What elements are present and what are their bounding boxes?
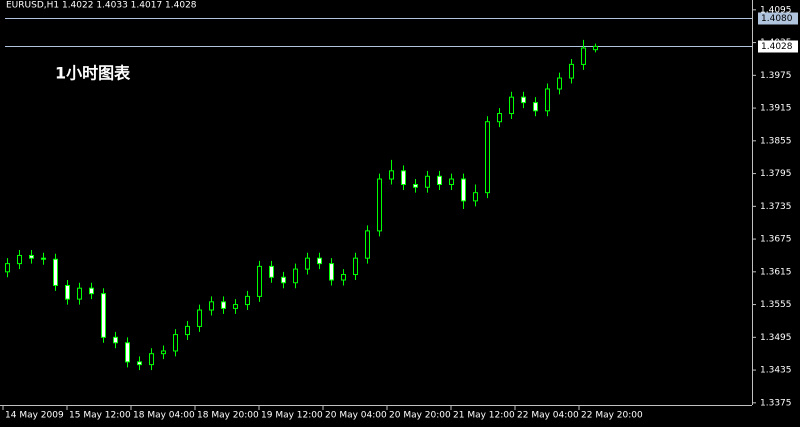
candle-body [125, 342, 130, 363]
candle-body [413, 183, 418, 188]
y-tick-label: 1.3615 [760, 267, 792, 277]
candle-body [113, 336, 118, 344]
y-tick-label: 1.3495 [760, 333, 792, 343]
candle-body [341, 274, 346, 281]
candle-body [329, 263, 334, 281]
price-label: 1.4080 [761, 14, 793, 24]
price-label-box [758, 40, 798, 53]
candle-body [17, 254, 22, 265]
candle-body [29, 254, 34, 259]
y-tick-label: 1.3675 [760, 235, 792, 245]
candle-body [89, 287, 94, 295]
candle-body [545, 88, 550, 112]
candle-body [149, 353, 154, 366]
candle-body [485, 121, 490, 194]
y-tick-label: 1.3735 [760, 202, 792, 212]
candle-body [521, 96, 526, 104]
x-tick-label: 20 May 04:00 [325, 411, 387, 421]
x-tick-label: 15 May 12:00 [69, 411, 131, 421]
candle-body [365, 230, 370, 259]
candle-body [509, 96, 514, 115]
candle-body [53, 258, 58, 286]
candle-body [437, 175, 442, 185]
candle-body [173, 334, 178, 352]
y-tick-label: 1.3975 [760, 71, 792, 81]
candle-body [293, 268, 298, 284]
candle-body [353, 257, 358, 276]
y-tick-label: 1.3375 [760, 398, 792, 408]
candle-body [305, 257, 310, 270]
x-tick-label: 19 May 12:00 [261, 411, 323, 421]
candle-body [221, 301, 226, 309]
candle-body [473, 192, 478, 202]
y-tick-label: 1.3435 [760, 366, 792, 376]
price-label-box [758, 12, 798, 25]
candle-body [5, 263, 10, 273]
annotation: 1小时图表 [55, 64, 131, 83]
candle-body [449, 178, 454, 185]
candle-body [401, 170, 406, 185]
candle-body [233, 304, 238, 309]
candle-body [65, 284, 70, 300]
x-tick-label: 21 May 12:00 [453, 411, 515, 421]
candle-body [161, 350, 166, 355]
candle-body [197, 309, 202, 327]
x-tick-label: 20 May 20:00 [389, 411, 451, 421]
y-tick-label: 1.4095 [760, 5, 792, 15]
chart-title: EURUSD,H1 1.4022 1.4033 1.4017 1.4028 [6, 1, 197, 11]
x-tick-label: 22 May 04:00 [517, 411, 579, 421]
candle-body [77, 287, 82, 300]
y-tick-label: 1.3555 [760, 300, 792, 310]
candle-body [185, 325, 190, 336]
price-label: 1.4028 [761, 42, 793, 52]
candle-body [209, 301, 214, 311]
candle-body [425, 175, 430, 188]
candle-body [533, 102, 538, 112]
candle-body [569, 63, 574, 79]
x-tick-label: 18 May 04:00 [133, 411, 195, 421]
y-tick-label: 1.3915 [760, 104, 792, 114]
candle-body [557, 77, 562, 90]
candle-body [389, 170, 394, 180]
candle-body [461, 178, 466, 202]
candle-body [41, 257, 46, 260]
candle-body [497, 113, 502, 123]
candle-body [269, 265, 274, 278]
candle-body [317, 257, 322, 265]
x-tick-label: 14 May 2009 [5, 411, 64, 421]
candle-body [581, 47, 586, 65]
candle-body [281, 276, 286, 284]
candle-body [593, 45, 598, 51]
candle-body [101, 293, 106, 338]
x-tick-label: 18 May 20:00 [197, 411, 259, 421]
candle-body [257, 265, 262, 297]
x-tick-label: 22 May 20:00 [581, 411, 643, 421]
candle-body [377, 178, 382, 232]
y-tick-label: 1.3855 [760, 136, 792, 146]
y-tick-label: 1.3795 [760, 169, 792, 179]
candle-body [137, 361, 142, 366]
candle-body [245, 295, 250, 306]
